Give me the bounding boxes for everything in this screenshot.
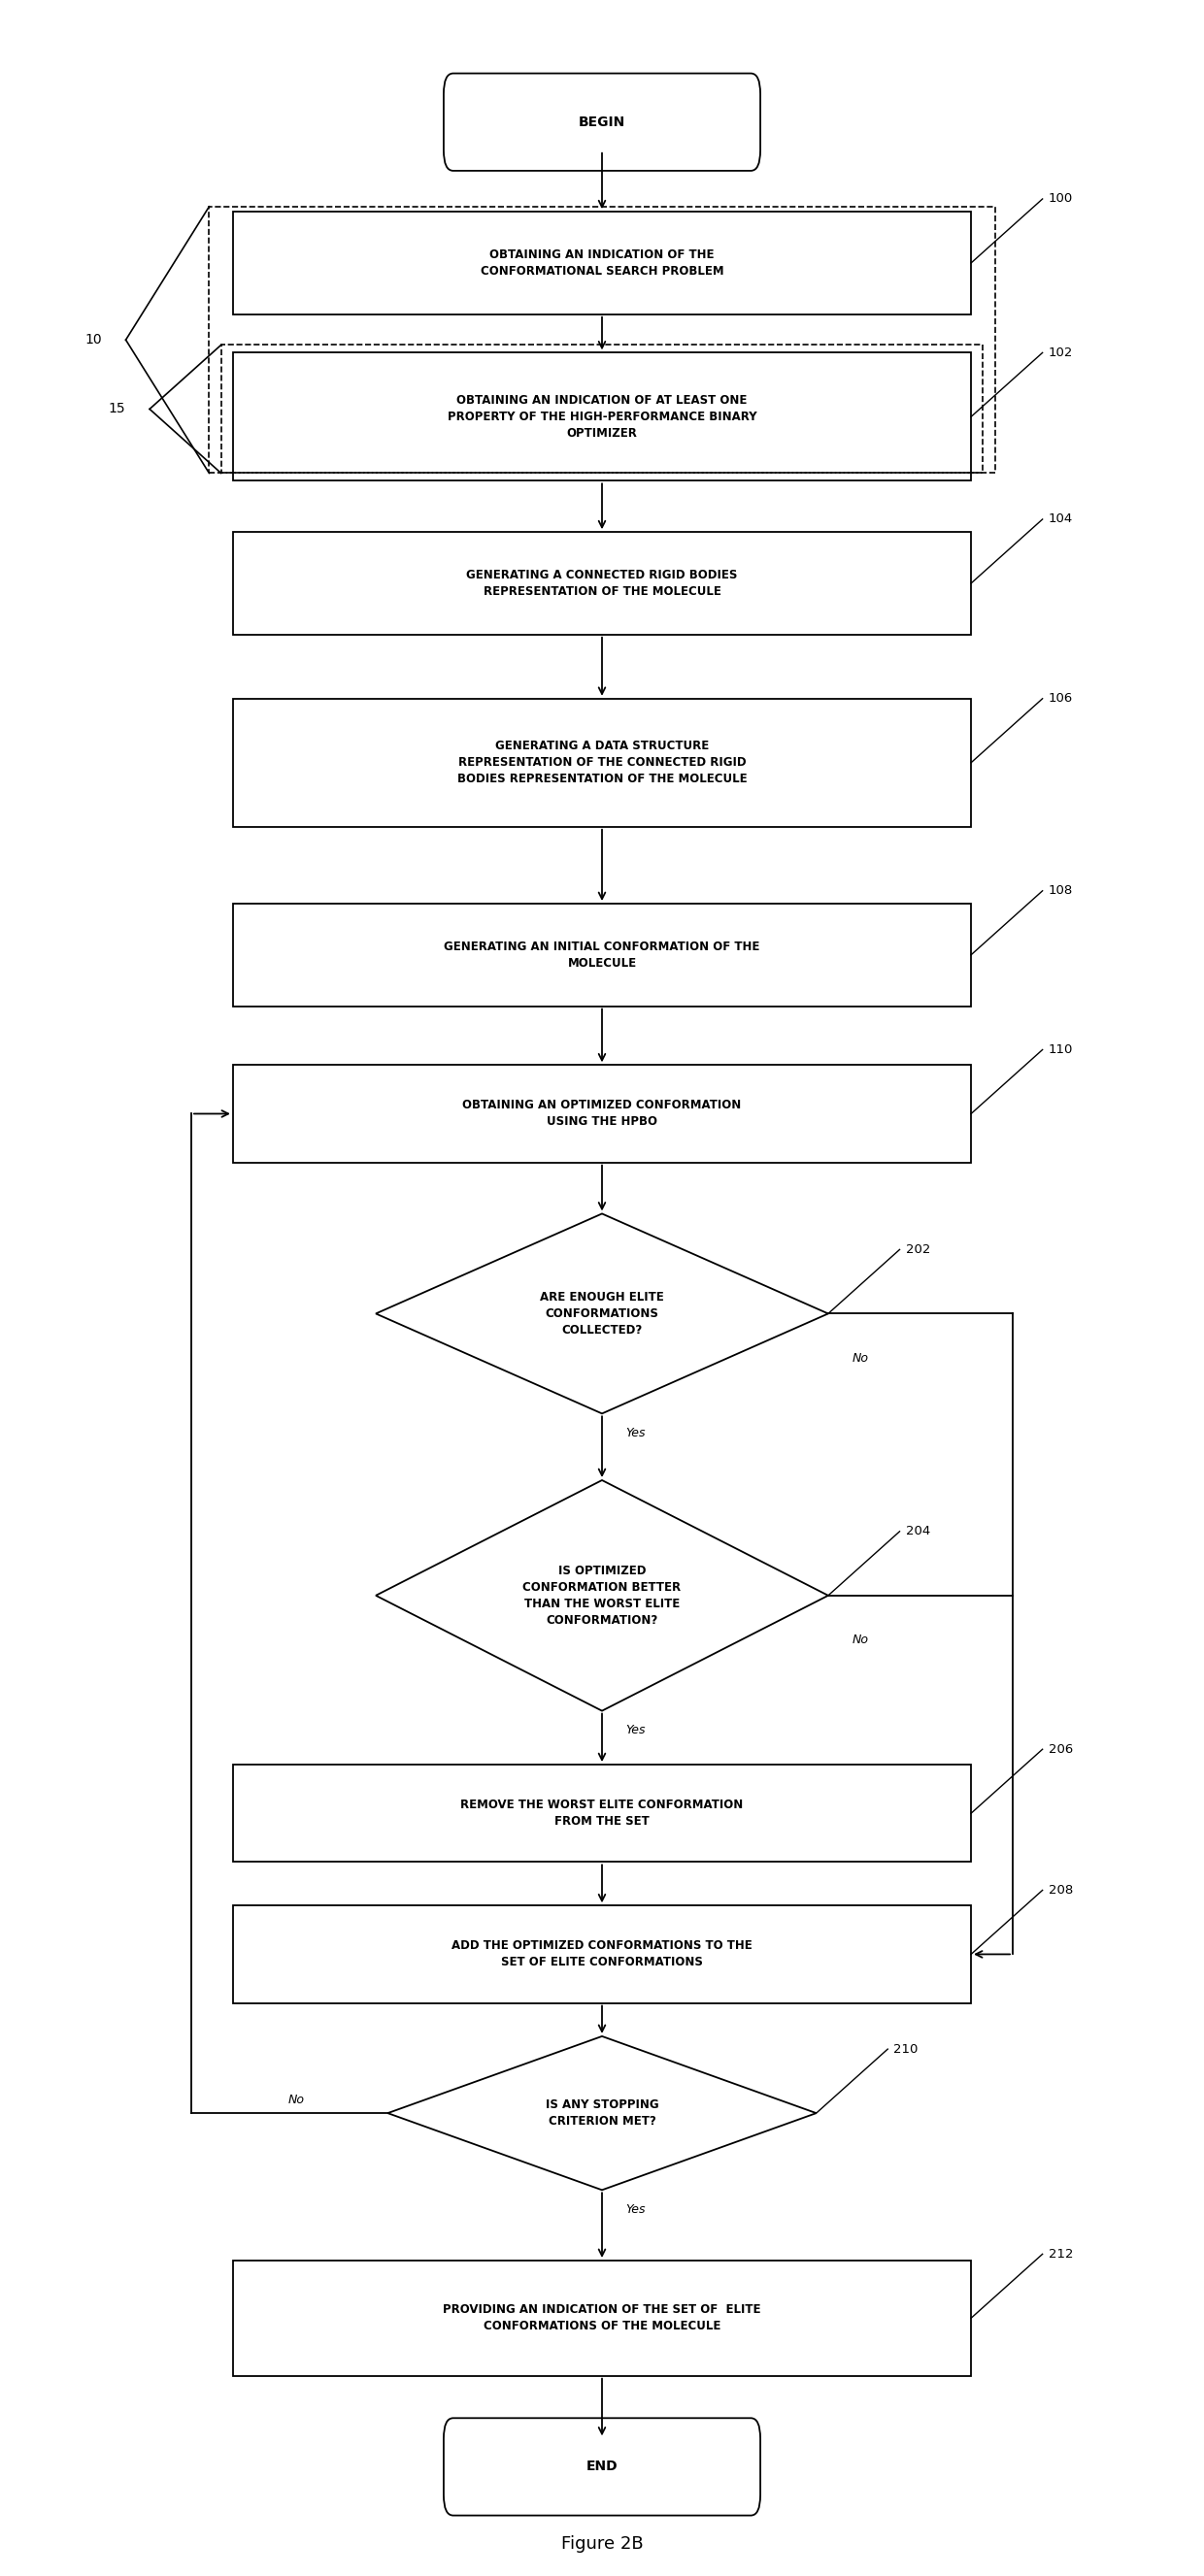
Text: IS OPTIMIZED
CONFORMATION BETTER
THAN THE WORST ELITE
CONFORMATION?: IS OPTIMIZED CONFORMATION BETTER THAN TH… (523, 1564, 681, 1625)
Text: 212: 212 (1049, 2249, 1073, 2259)
Text: 102: 102 (1049, 345, 1073, 358)
Polygon shape (388, 2035, 816, 2190)
Text: ARE ENOUGH ELITE
CONFORMATIONS
COLLECTED?: ARE ENOUGH ELITE CONFORMATIONS COLLECTED… (539, 1291, 665, 1337)
FancyBboxPatch shape (443, 72, 761, 170)
Bar (232, 904, 972, 1007)
Bar (232, 698, 972, 827)
Text: 210: 210 (893, 2043, 919, 2056)
Text: PROVIDING AN INDICATION OF THE SET OF  ELITE
CONFORMATIONS OF THE MOLECULE: PROVIDING AN INDICATION OF THE SET OF EL… (443, 2303, 761, 2334)
Text: GENERATING AN INITIAL CONFORMATION OF THE
MOLECULE: GENERATING AN INITIAL CONFORMATION OF TH… (444, 940, 760, 969)
Text: 110: 110 (1049, 1043, 1073, 1056)
Polygon shape (376, 1213, 828, 1414)
Text: Yes: Yes (626, 1723, 645, 1736)
Text: Figure 2B: Figure 2B (561, 2535, 643, 2553)
Text: REMOVE THE WORST ELITE CONFORMATION
FROM THE SET: REMOVE THE WORST ELITE CONFORMATION FROM… (461, 1798, 743, 1829)
Text: GENERATING A DATA STRUCTURE
REPRESENTATION OF THE CONNECTED RIGID
BODIES REPRESE: GENERATING A DATA STRUCTURE REPRESENTATI… (458, 739, 746, 786)
Text: 15: 15 (108, 402, 125, 415)
Text: Yes: Yes (626, 1427, 645, 1440)
Polygon shape (376, 1481, 828, 1710)
Text: 106: 106 (1049, 693, 1073, 706)
Text: OBTAINING AN OPTIMIZED CONFORMATION
USING THE HPBO: OBTAINING AN OPTIMIZED CONFORMATION USIN… (462, 1100, 742, 1128)
Bar (232, 1906, 972, 2004)
Bar (232, 1765, 972, 1862)
Bar (222, 345, 982, 474)
Bar (232, 1064, 972, 1162)
Text: 208: 208 (1049, 1883, 1073, 1896)
Bar (232, 2262, 972, 2375)
Text: ADD THE OPTIMIZED CONFORMATIONS TO THE
SET OF ELITE CONFORMATIONS: ADD THE OPTIMIZED CONFORMATIONS TO THE S… (452, 1940, 752, 1968)
FancyBboxPatch shape (443, 2419, 761, 2514)
Bar (232, 353, 972, 482)
Text: 108: 108 (1049, 884, 1073, 896)
Text: GENERATING A CONNECTED RIGID BODIES
REPRESENTATION OF THE MOLECULE: GENERATING A CONNECTED RIGID BODIES REPR… (466, 569, 738, 598)
Text: 10: 10 (84, 332, 102, 348)
Text: END: END (586, 2460, 618, 2473)
Text: 104: 104 (1049, 513, 1073, 526)
Text: IS ANY STOPPING
CRITERION MET?: IS ANY STOPPING CRITERION MET? (545, 2099, 659, 2128)
Text: No: No (288, 2094, 305, 2107)
Text: 202: 202 (905, 1244, 931, 1257)
Text: 100: 100 (1049, 193, 1073, 206)
Text: No: No (852, 1633, 868, 1646)
Text: OBTAINING AN INDICATION OF THE
CONFORMATIONAL SEARCH PROBLEM: OBTAINING AN INDICATION OF THE CONFORMAT… (480, 247, 724, 278)
Bar (232, 211, 972, 314)
Text: 206: 206 (1049, 1744, 1073, 1757)
Text: No: No (852, 1352, 868, 1365)
Text: 204: 204 (905, 1525, 931, 1538)
Text: Yes: Yes (626, 2202, 645, 2215)
Text: OBTAINING AN INDICATION OF AT LEAST ONE
PROPERTY OF THE HIGH-PERFORMANCE BINARY
: OBTAINING AN INDICATION OF AT LEAST ONE … (448, 394, 756, 440)
Text: BEGIN: BEGIN (579, 116, 625, 129)
Bar (232, 533, 972, 634)
Bar (209, 206, 995, 474)
